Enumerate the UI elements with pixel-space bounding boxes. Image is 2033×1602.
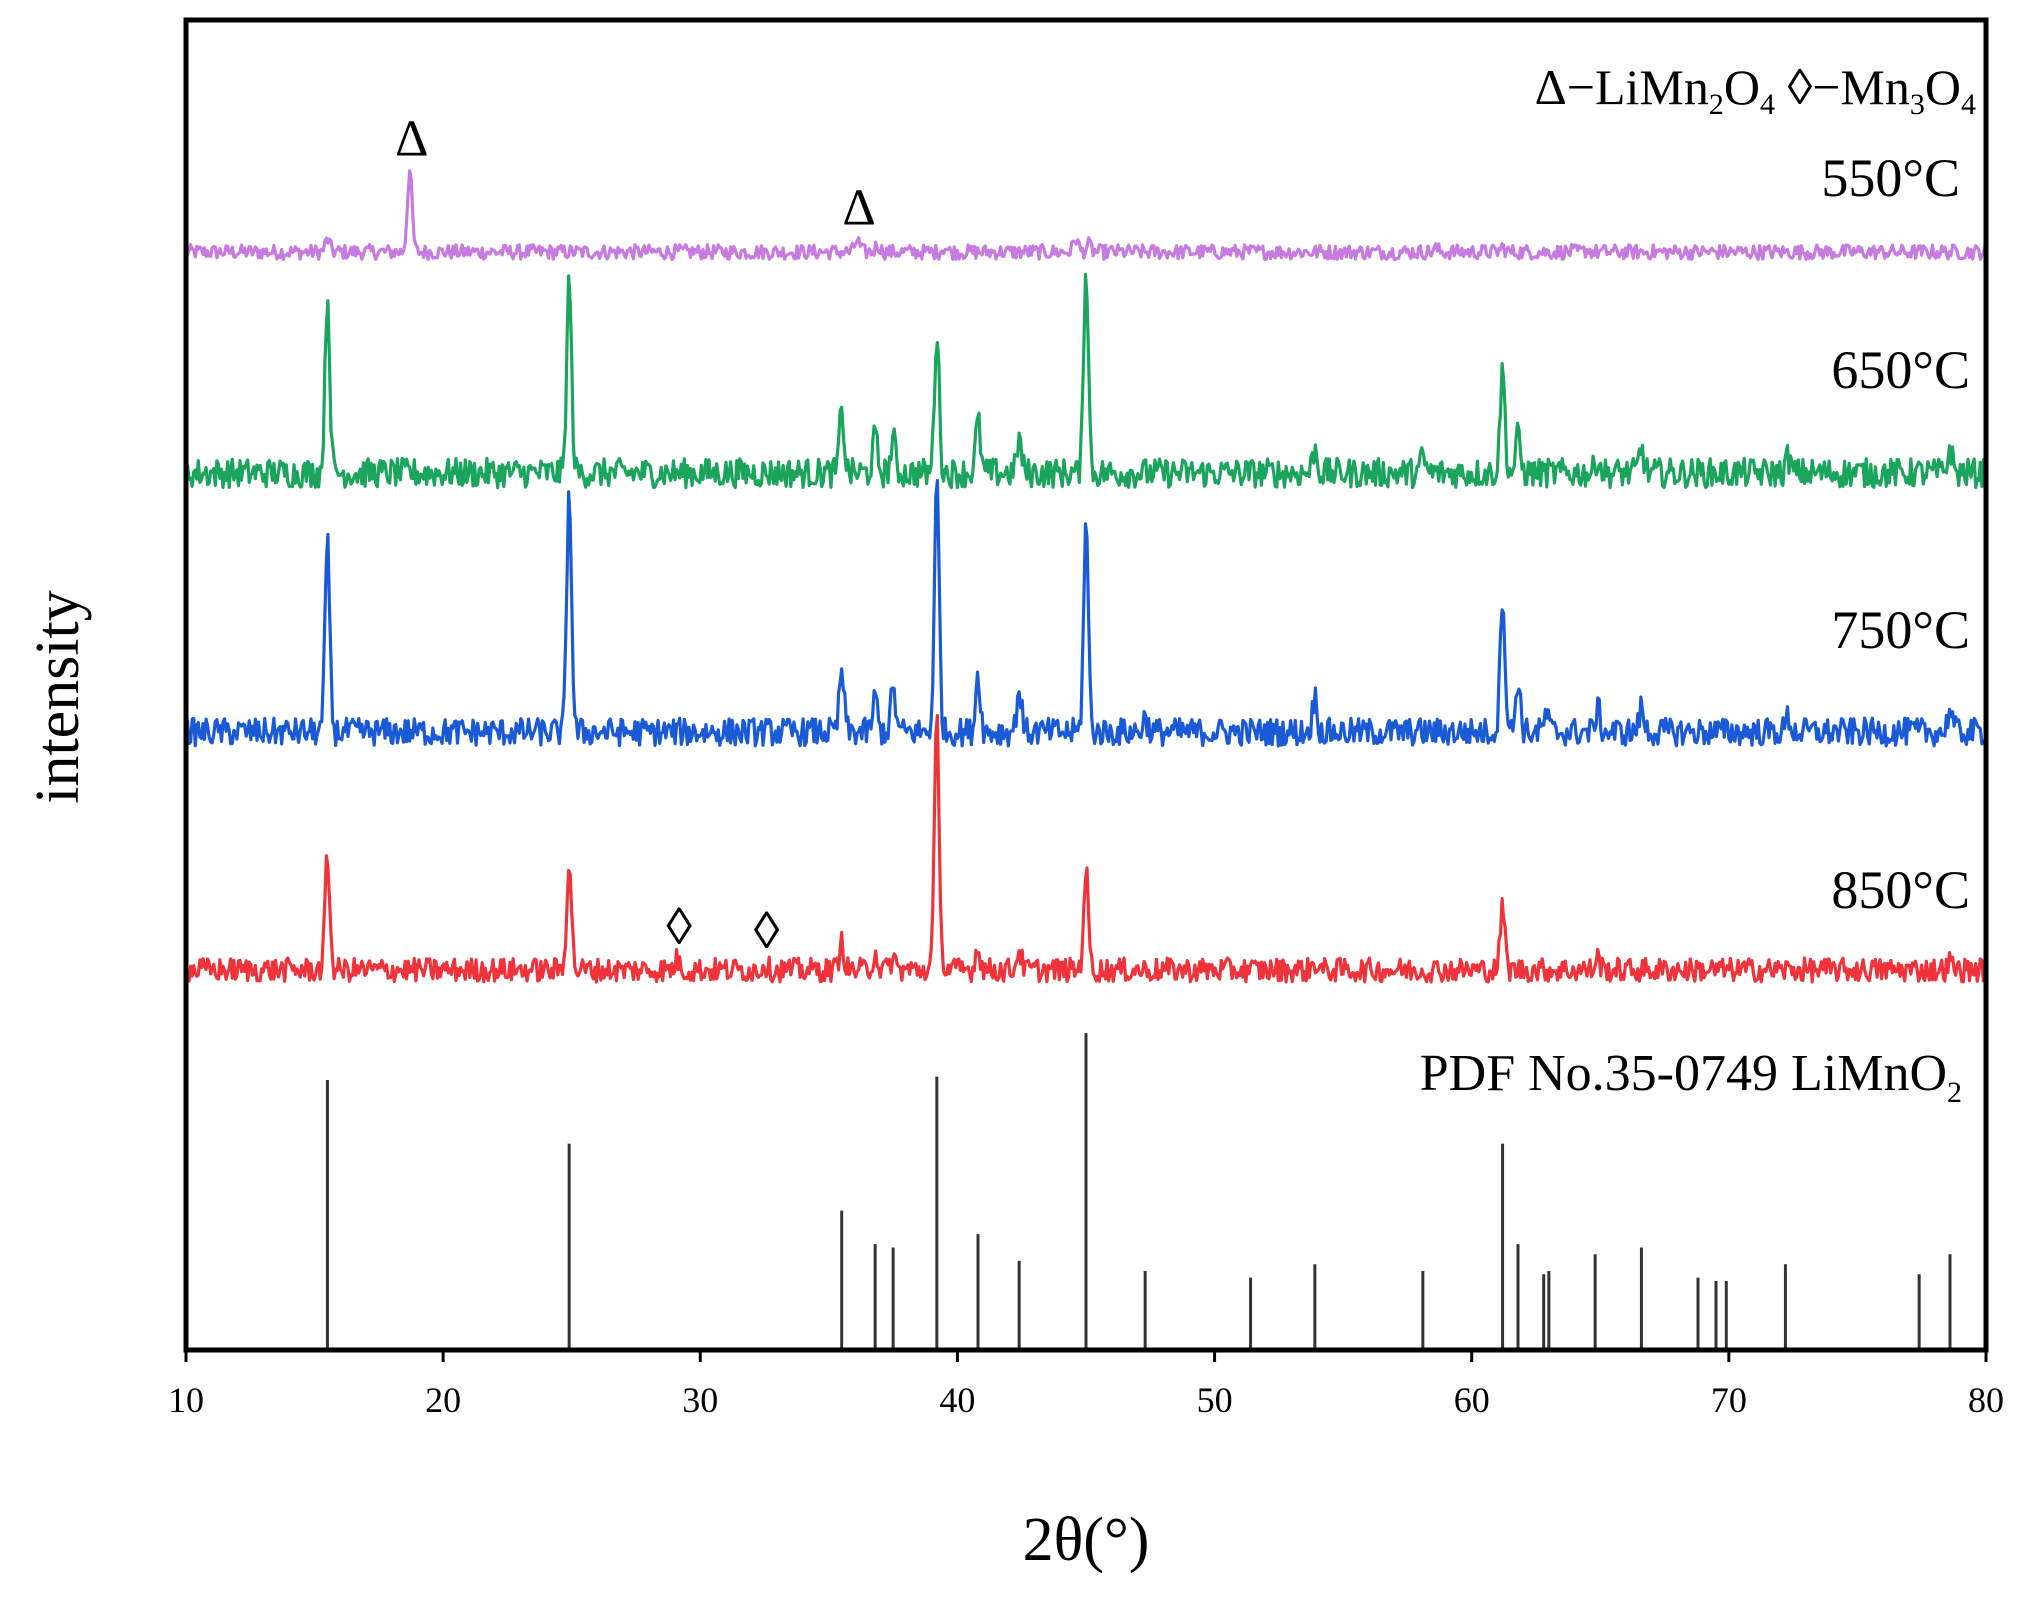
x-tick-label: 10 <box>168 1380 204 1420</box>
x-axis: 10 20 30 40 50 60 70 80 <box>168 1350 2004 1420</box>
x-tick-label: 40 <box>939 1380 975 1420</box>
plot-frame <box>183 17 1989 1353</box>
limn2o4-peak-marker: Δ <box>395 110 428 167</box>
series-line-850C <box>184 713 1987 984</box>
x-tick-label: 70 <box>1711 1380 1747 1420</box>
plot-area <box>184 169 1987 1348</box>
series-line-550C <box>184 169 1987 261</box>
series-label-650: 650°C <box>1831 340 1970 400</box>
series-label-550: 550°C <box>1821 148 1960 208</box>
peak-annotations: Δ Δ ◊ ◊ <box>395 110 876 959</box>
series-line-650C <box>184 272 1987 490</box>
legend: Δ−LiMn2O4 ◊−Mn3O4 <box>1535 59 1976 121</box>
x-axis-title: 2θ(°) <box>1023 1506 1150 1574</box>
series-labels: 550°C 650°C 750°C 850°C PDF No.35-0749 L… <box>1420 148 1970 1109</box>
series-label-850: 850°C <box>1831 860 1970 920</box>
x-tick-label: 50 <box>1197 1380 1233 1420</box>
mn3o4-peak-marker: ◊ <box>754 903 780 960</box>
x-tick-label: 30 <box>682 1380 718 1420</box>
reference-label: PDF No.35-0749 LiMnO2 <box>1420 1045 1962 1109</box>
series-label-750: 750°C <box>1831 600 1970 660</box>
y-axis-title: intensity <box>24 590 92 804</box>
x-tick-label: 60 <box>1454 1380 1490 1420</box>
series-line-750C <box>184 478 1987 748</box>
x-tick-label: 80 <box>1968 1380 2004 1420</box>
legend-text: Δ−LiMn2O4 ◊−Mn3O4 <box>1535 59 1976 121</box>
limn2o4-peak-marker: Δ <box>842 179 875 236</box>
mn3o4-peak-marker: ◊ <box>666 899 692 956</box>
x-tick-label: 20 <box>425 1380 461 1420</box>
